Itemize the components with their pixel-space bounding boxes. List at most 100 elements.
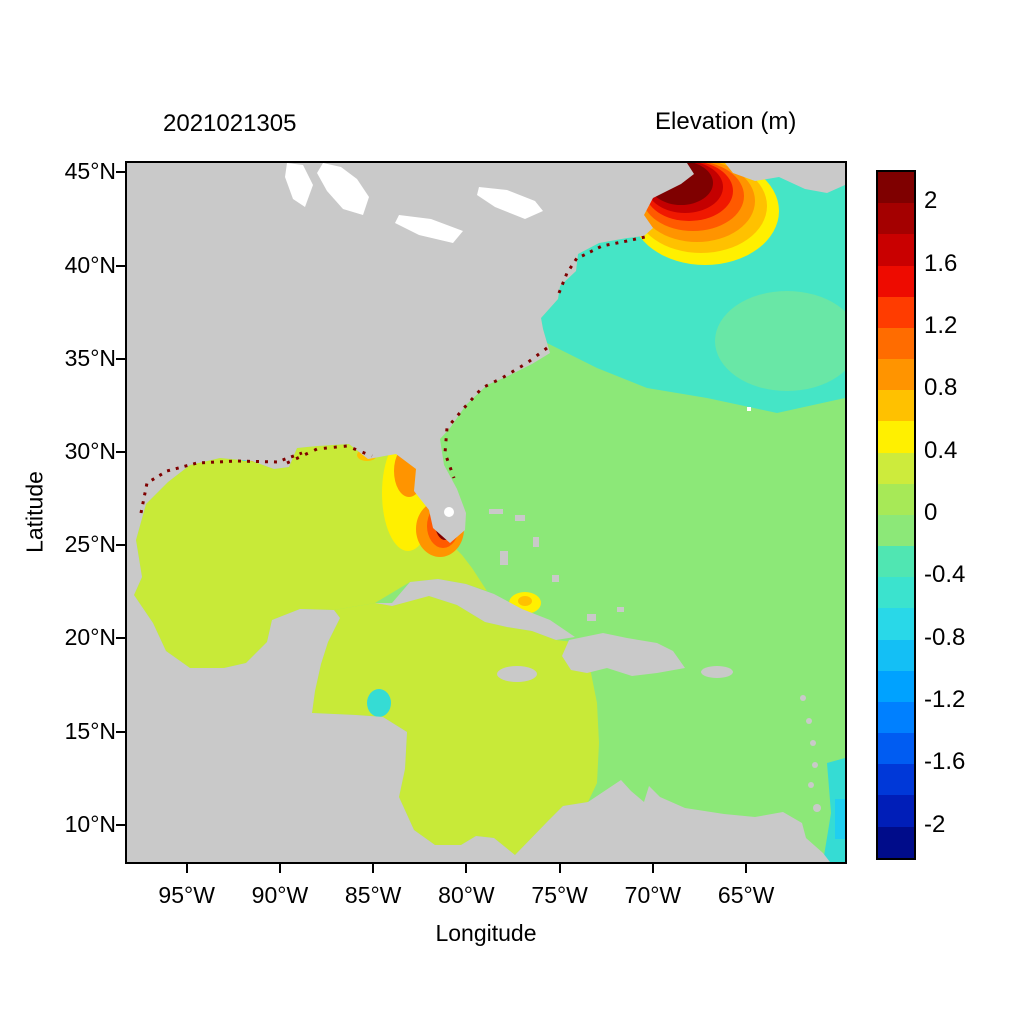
colorbar-tick-label: -0.8 xyxy=(924,623,966,651)
land-antilles-island xyxy=(810,740,816,746)
y-tick-mark xyxy=(116,450,125,453)
lake-erie xyxy=(395,215,463,243)
colorbar-band xyxy=(878,514,914,547)
colorbar-band xyxy=(878,670,914,702)
hotspot-honduras-turquoise xyxy=(367,689,391,717)
land-lesser-antilles xyxy=(800,695,821,812)
x-tick-mark xyxy=(465,864,468,873)
colorbar-band xyxy=(878,296,914,328)
colorbar-band xyxy=(878,795,914,827)
speckles-new-england-coast xyxy=(581,235,646,258)
x-tick-label: 90°W xyxy=(251,882,309,908)
land-antilles-island xyxy=(812,762,818,768)
land-grand-bahama xyxy=(489,509,503,514)
x-tick-label: 65°W xyxy=(717,882,775,908)
y-tick-mark xyxy=(116,544,125,547)
y-tick-label: 20°N xyxy=(64,624,116,651)
ocean-transition-patch xyxy=(715,291,845,391)
colorbar-tick-label: 0.8 xyxy=(924,374,958,402)
colorbar-band xyxy=(878,390,914,422)
colorbar-band xyxy=(878,234,914,266)
x-tick-mark xyxy=(558,864,561,873)
colorbar-tick-label: 0 xyxy=(924,499,938,526)
land-trinidad xyxy=(813,804,821,812)
colorbar-band xyxy=(878,577,914,609)
colorbar-band xyxy=(878,764,914,796)
x-tick-label: 85°W xyxy=(344,882,402,908)
x-tick-mark xyxy=(745,864,748,873)
land-bahamas xyxy=(489,509,624,621)
x-axis-label: Longitude xyxy=(435,920,537,946)
y-tick-mark xyxy=(116,823,125,826)
coastal-speckles xyxy=(139,235,646,514)
x-tick-label: 75°W xyxy=(531,882,588,908)
x-tick-label: 80°W xyxy=(438,882,495,908)
y-tick-label: 25°N xyxy=(64,531,116,558)
x-tick-mark xyxy=(185,864,188,873)
y-tick-label: 40°N xyxy=(64,251,116,278)
colorbar-band xyxy=(878,826,914,858)
island-bermuda xyxy=(747,407,751,411)
colorbar-band xyxy=(878,172,914,204)
y-tick-mark xyxy=(116,730,125,733)
colorbar-band xyxy=(878,265,914,297)
x-tick-mark xyxy=(372,864,375,873)
y-tick-label: 30°N xyxy=(64,437,116,464)
land-jamaica xyxy=(497,666,537,682)
land-andros xyxy=(500,551,508,565)
land-nova-scotia xyxy=(725,163,845,193)
colorbar-tick-label: 1.6 xyxy=(924,249,958,277)
land-hispaniola xyxy=(562,633,685,676)
colorbar-band xyxy=(878,608,914,640)
colorbar-tick-label: 2 xyxy=(924,187,938,215)
land-north-central-south-america xyxy=(127,163,830,862)
colorbar-tick-label: 0.4 xyxy=(924,436,958,464)
lakes xyxy=(285,163,751,517)
colorbar-tick-label: -0.4 xyxy=(924,561,966,589)
land-antilles-island xyxy=(806,718,812,724)
land-antilles-island xyxy=(800,695,806,701)
land-puerto-rico xyxy=(701,666,733,678)
speckles-southeast-coast xyxy=(443,346,548,479)
land-antilles-island xyxy=(808,782,814,788)
colorbar-band xyxy=(878,639,914,671)
y-tick-mark xyxy=(116,357,125,360)
y-tick-mark xyxy=(116,171,125,174)
hotspot-south-cuba-gold xyxy=(518,596,532,606)
hotspot-orinoco-cyan xyxy=(835,799,845,839)
land-abaco xyxy=(515,515,525,521)
elevation-map xyxy=(127,163,845,862)
colorbar-band xyxy=(878,359,914,391)
colorbar-band xyxy=(878,546,914,578)
y-tick-label: 15°N xyxy=(64,717,116,744)
colorbar-band xyxy=(878,701,914,734)
plot-frame xyxy=(125,161,847,864)
lake-michigan xyxy=(285,163,313,207)
timestamp-title: 2021021305 xyxy=(163,110,297,137)
y-tick-label: 45°N xyxy=(64,158,116,185)
land-long-island xyxy=(552,575,559,582)
lake-ontario xyxy=(477,187,543,219)
land-eleuthera xyxy=(533,537,539,547)
land-turks xyxy=(617,607,624,612)
colorbar-band xyxy=(878,203,914,235)
y-tick-mark xyxy=(116,637,125,640)
y-tick-label: 35°N xyxy=(64,344,116,371)
colorbar xyxy=(876,170,916,860)
colorbar-tick-label: -2 xyxy=(924,810,946,838)
x-tick-label: 70°W xyxy=(624,882,682,908)
y-tick-mark xyxy=(116,264,125,267)
ocean-western-caribbean xyxy=(312,596,599,855)
land-cuba xyxy=(375,579,575,640)
x-tick-mark xyxy=(651,864,654,873)
colorbar-band xyxy=(878,733,914,765)
colorbar-tick-label: 1.2 xyxy=(924,311,958,339)
lake-huron xyxy=(317,163,369,215)
y-tick-label: 10°N xyxy=(64,810,116,837)
lake-okeechobee xyxy=(444,507,454,517)
colorbar-tick-label: -1.6 xyxy=(924,748,966,776)
colorbar-band xyxy=(878,421,914,453)
colorbar-tick-label: -1.2 xyxy=(924,686,966,714)
colorbar-band xyxy=(878,452,914,484)
